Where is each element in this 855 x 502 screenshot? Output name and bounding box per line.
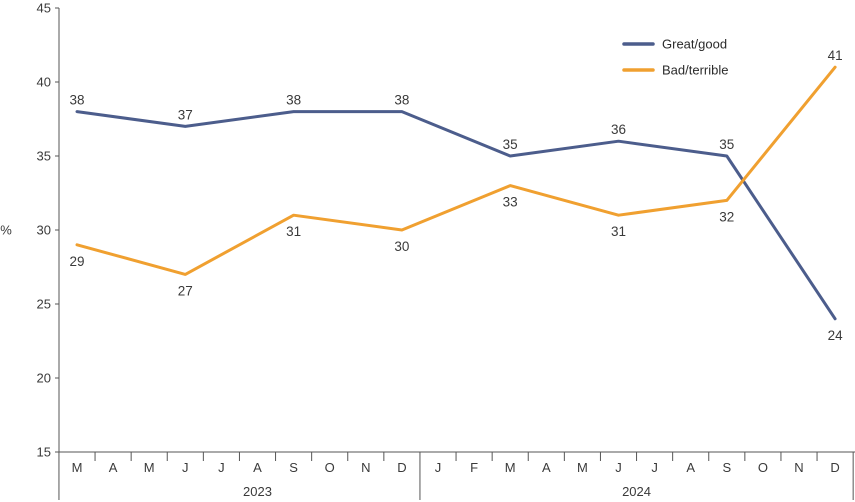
x-tick-label: M bbox=[72, 460, 83, 475]
data-label: 36 bbox=[611, 122, 626, 137]
y-tick-label: 25 bbox=[37, 297, 51, 312]
y-tick-label: 30 bbox=[37, 223, 51, 238]
tick-labels: 15 20 25 30 35 40 45% M A M J J A S O N D J F M A M J J A S O N D 202… bbox=[0, 1, 840, 500]
x-tick-label: A bbox=[109, 460, 118, 475]
data-label: 35 bbox=[503, 137, 518, 152]
x-tick-label: J bbox=[435, 460, 442, 475]
x-tick-label: N bbox=[794, 460, 803, 475]
x-tick-label: F bbox=[470, 460, 478, 475]
data-label: 33 bbox=[503, 195, 518, 210]
year-label: 2023 bbox=[243, 484, 272, 499]
x-tick-label: S bbox=[289, 460, 298, 475]
data-label: 31 bbox=[286, 224, 301, 239]
x-tick-label: D bbox=[830, 460, 839, 475]
x-tick-label: O bbox=[325, 460, 335, 475]
data-label: 38 bbox=[394, 93, 409, 108]
data-label: 31 bbox=[611, 224, 626, 239]
x-tick-label: M bbox=[577, 460, 588, 475]
x-tick-label: M bbox=[505, 460, 516, 475]
x-tick-label: A bbox=[542, 460, 551, 475]
data-label: 24 bbox=[828, 328, 844, 343]
y-axis-title: % bbox=[0, 223, 12, 238]
y-tick-label: 35 bbox=[37, 149, 51, 164]
data-label: 27 bbox=[178, 283, 193, 298]
y-tick-label: 20 bbox=[37, 371, 51, 386]
series-lines bbox=[75, 65, 837, 321]
axes bbox=[55, 7, 855, 500]
legend-label-1: Bad/terrible bbox=[662, 63, 728, 78]
x-tick-label: J bbox=[218, 460, 225, 475]
x-tick-label: J bbox=[615, 460, 622, 475]
y-tick-label: 40 bbox=[37, 75, 51, 90]
year-label: 2024 bbox=[622, 484, 651, 499]
x-tick-label: N bbox=[361, 460, 370, 475]
legend-label-0: Great/good bbox=[662, 37, 727, 52]
series-line-0 bbox=[75, 110, 837, 321]
data-label: 29 bbox=[69, 254, 84, 269]
x-tick-label: A bbox=[253, 460, 262, 475]
x-tick-label: J bbox=[651, 460, 658, 475]
data-label: 37 bbox=[178, 107, 193, 122]
x-tick-label: S bbox=[722, 460, 731, 475]
data-label: 32 bbox=[719, 209, 734, 224]
data-labels: 38 37 38 38 35 36 35 24 29 27 31 30 33 31 32 41 bbox=[69, 48, 843, 343]
data-label: 41 bbox=[828, 48, 843, 63]
x-tick-label: M bbox=[144, 460, 155, 475]
data-label: 38 bbox=[69, 93, 84, 108]
y-tick-label: 15 bbox=[37, 445, 51, 460]
series-line-1 bbox=[75, 65, 837, 276]
x-tick-label: J bbox=[182, 460, 189, 475]
x-tick-label: A bbox=[686, 460, 695, 475]
data-label: 35 bbox=[719, 137, 734, 152]
x-tick-label: D bbox=[397, 460, 406, 475]
x-tick-label: O bbox=[758, 460, 768, 475]
data-label: 30 bbox=[394, 239, 409, 254]
legend: Great/good Bad/terrible bbox=[622, 37, 728, 78]
y-tick-label: 45 bbox=[37, 1, 51, 16]
data-label: 38 bbox=[286, 93, 301, 108]
